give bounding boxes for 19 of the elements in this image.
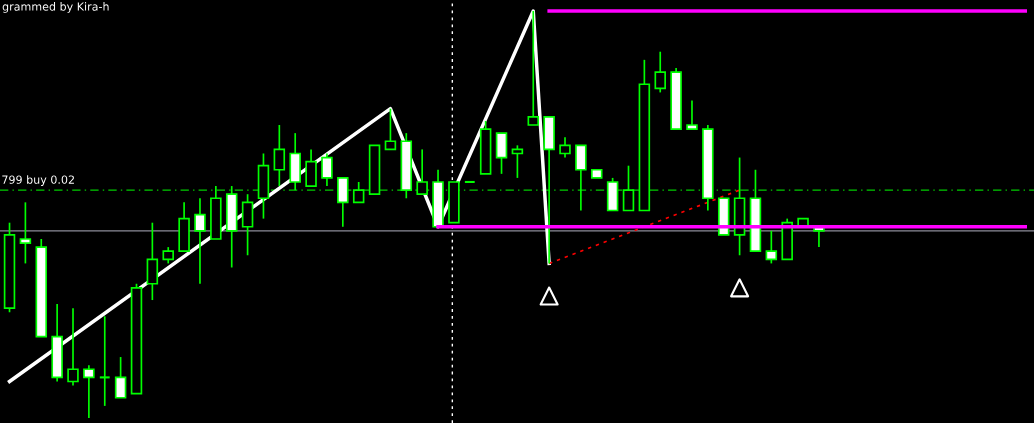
annotation: grammed by Kira-h xyxy=(2,2,109,13)
candlestick xyxy=(19,201,32,265)
candlestick xyxy=(654,50,666,94)
candlestick xyxy=(352,181,365,204)
candlestick xyxy=(622,164,635,212)
candlestick xyxy=(765,230,778,265)
candlestick xyxy=(321,152,333,187)
candlestick xyxy=(114,356,127,399)
candlestick xyxy=(686,99,698,130)
candlestick xyxy=(416,148,428,196)
candlestick xyxy=(67,307,79,387)
candlestick xyxy=(559,136,571,159)
candlestick xyxy=(98,315,111,407)
candlestick xyxy=(384,107,397,151)
candlestick xyxy=(194,197,206,285)
candlestick xyxy=(273,124,286,187)
ref-line-label: 799 buy 0.02 xyxy=(2,175,74,186)
candlestick xyxy=(527,10,540,126)
candlestick xyxy=(83,364,95,419)
